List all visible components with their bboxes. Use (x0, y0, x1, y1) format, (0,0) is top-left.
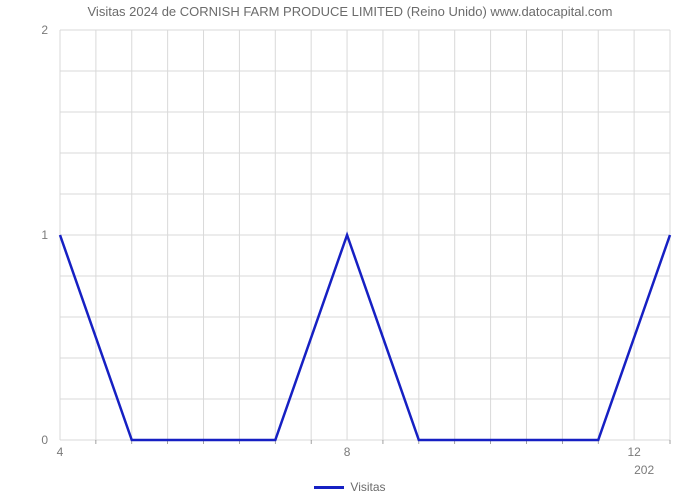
chart-title: Visitas 2024 de CORNISH FARM PRODUCE LIM… (0, 4, 700, 19)
legend-label: Visitas (350, 480, 385, 494)
chart-svg: 0124812202 (0, 0, 700, 500)
svg-text:202: 202 (634, 463, 654, 477)
svg-text:1: 1 (41, 228, 48, 242)
svg-text:0: 0 (41, 433, 48, 447)
chart-container: Visitas 2024 de CORNISH FARM PRODUCE LIM… (0, 0, 700, 500)
svg-text:12: 12 (627, 445, 641, 459)
legend-swatch (314, 486, 344, 489)
svg-text:2: 2 (41, 23, 48, 37)
svg-text:4: 4 (57, 445, 64, 459)
legend: Visitas (0, 480, 700, 494)
svg-text:8: 8 (344, 445, 351, 459)
